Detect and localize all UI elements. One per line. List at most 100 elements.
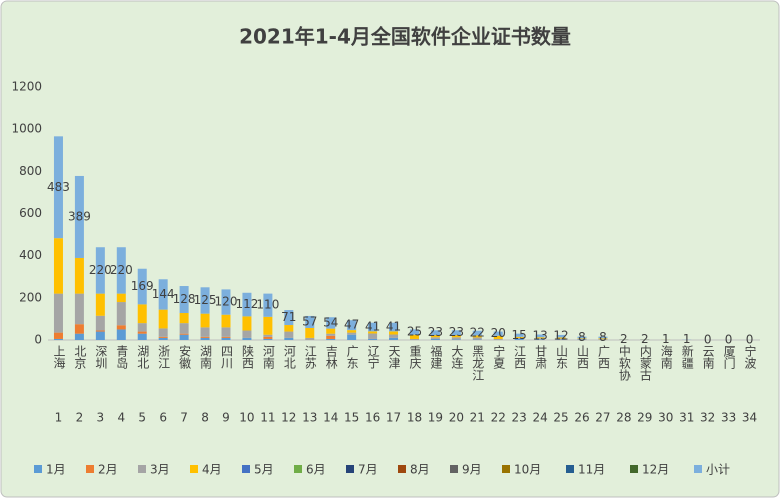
legend-swatch <box>450 465 458 473</box>
data-label: 125 <box>194 293 217 307</box>
index-label: 24 <box>532 411 547 425</box>
data-label: 71 <box>281 310 296 324</box>
index-label: 7 <box>180 411 188 425</box>
index-label: 30 <box>658 411 673 425</box>
bar-segment <box>117 302 126 325</box>
bar-segment <box>389 338 398 340</box>
data-label: 12 <box>553 329 568 343</box>
index-label: 32 <box>700 411 715 425</box>
x-tick-label: 甘肃 <box>534 345 548 370</box>
x-tick-label: 河南 <box>261 345 275 369</box>
index-label: 12 <box>281 411 296 425</box>
legend-swatch <box>346 465 354 473</box>
bar-segment <box>180 323 189 334</box>
x-tick-label: 新疆 <box>680 344 694 369</box>
x-tick-label: 宁波 <box>743 344 757 370</box>
legend-swatch <box>86 465 94 473</box>
bar-segment <box>138 323 147 331</box>
bar-segment <box>305 328 314 338</box>
index-label: 33 <box>721 411 736 425</box>
x-tick-label: 中软协 <box>617 344 631 381</box>
bar-segment <box>263 337 272 339</box>
legend-swatch <box>694 465 702 473</box>
legend-label: 小计 <box>706 463 730 477</box>
legend-swatch <box>398 465 406 473</box>
x-tick-label: 江苏 <box>303 345 317 369</box>
bar-segment <box>222 327 231 336</box>
bar-segment <box>54 339 63 340</box>
bar-segment <box>242 316 251 330</box>
bar-segment <box>75 334 84 340</box>
legend-label: 6月 <box>306 463 326 477</box>
bar-segment <box>75 258 84 294</box>
bar-segment <box>75 294 84 325</box>
x-tick-label: 湖南 <box>199 344 213 369</box>
data-label: 220 <box>89 263 112 277</box>
index-label: 26 <box>574 411 589 425</box>
bar-segment <box>138 334 147 340</box>
bar-segment <box>326 336 335 339</box>
data-label: 220 <box>110 263 133 277</box>
bar-segment <box>138 304 147 323</box>
x-tick-label: 四川 <box>220 345 234 369</box>
data-label: 2 <box>620 332 628 346</box>
bar-segment <box>138 332 147 334</box>
bar-segment <box>410 339 419 340</box>
y-tick-label: 600 <box>19 206 42 220</box>
data-label: 23 <box>449 325 464 339</box>
bar-segment <box>159 337 168 338</box>
bar-segment <box>96 331 105 332</box>
x-tick-label: 河北 <box>282 345 296 370</box>
legend-label: 7月 <box>358 463 378 477</box>
index-label: 2 <box>76 411 84 425</box>
index-label: 13 <box>302 411 317 425</box>
legend-label: 8月 <box>410 463 430 477</box>
index-label: 31 <box>679 411 694 425</box>
bar-segment <box>347 335 356 340</box>
bar-segment <box>242 331 251 338</box>
data-label: 15 <box>512 328 527 342</box>
index-label: 9 <box>222 411 230 425</box>
index-label: 11 <box>260 411 275 425</box>
index-label: 34 <box>742 411 757 425</box>
index-label: 10 <box>239 411 254 425</box>
bar-segment <box>222 315 231 328</box>
index-label: 14 <box>323 411 338 425</box>
data-label: 120 <box>215 295 238 309</box>
legend-swatch <box>34 465 42 473</box>
data-label: 13 <box>532 328 547 342</box>
legend-swatch <box>566 465 574 473</box>
y-tick-label: 0 <box>34 333 42 347</box>
legend-label: 1月 <box>46 463 66 477</box>
x-tick-label: 辽宁 <box>366 345 380 369</box>
bar-segment <box>263 317 272 335</box>
bar-segment <box>117 329 126 340</box>
data-label: 20 <box>491 326 506 340</box>
x-tick-label: 山西 <box>576 345 590 369</box>
bar-segment <box>180 335 189 340</box>
legend-swatch <box>138 465 146 473</box>
bar-segment <box>201 337 210 338</box>
y-tick-label: 800 <box>19 164 42 178</box>
index-label: 17 <box>386 411 401 425</box>
index-label: 19 <box>428 411 443 425</box>
bar-segment <box>284 325 293 332</box>
bar-segment <box>159 338 168 340</box>
x-tick-label: 海南 <box>659 344 673 369</box>
legend-label: 4月 <box>202 463 222 477</box>
x-tick-label: 青岛 <box>115 345 129 370</box>
data-label: 110 <box>256 298 279 312</box>
x-tick-label: 重庆 <box>408 345 422 369</box>
data-label: 128 <box>173 292 196 306</box>
bar-segment <box>326 334 335 336</box>
bar-segment <box>242 338 251 340</box>
chart-title: 2021年1-4月全国软件企业证书数量 <box>239 25 571 49</box>
data-label: 22 <box>470 326 485 340</box>
bar-segment <box>54 333 63 339</box>
bar-segment <box>96 332 105 340</box>
x-tick-label: 江西 <box>513 345 527 369</box>
bar-segment <box>201 314 210 328</box>
legend-label: 2月 <box>98 463 118 477</box>
legend-label: 9月 <box>462 463 482 477</box>
bar-segment <box>368 333 377 338</box>
